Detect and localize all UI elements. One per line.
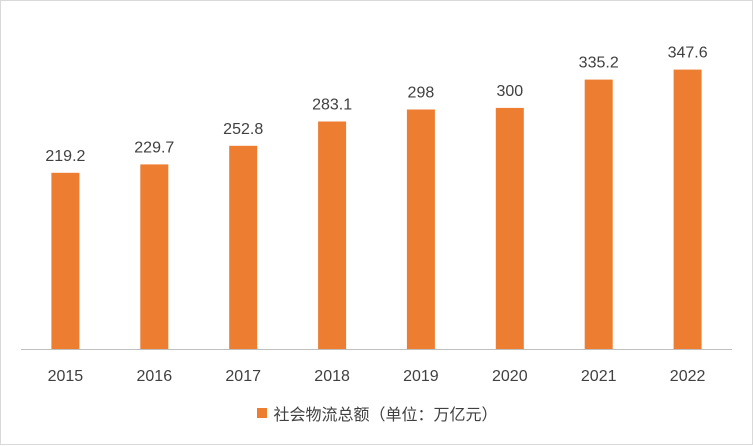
bar-2015 — [51, 172, 80, 349]
x-tick-label-2018: 2018 — [314, 368, 350, 385]
value-label-2020: 300 — [496, 83, 523, 100]
bars-group — [51, 69, 702, 350]
legend-swatch — [257, 408, 268, 418]
x-tick-label-2017: 2017 — [225, 368, 261, 385]
legend: 社会物流总额（单位：万亿元） — [1, 401, 753, 425]
bar-2022 — [673, 69, 702, 349]
value-label-2015: 219.2 — [45, 148, 85, 165]
x-tick-label-2019: 2019 — [403, 368, 439, 385]
x-tick-label-2016: 2016 — [137, 368, 173, 385]
bar-2021 — [584, 79, 613, 349]
x-tick-label-2020: 2020 — [492, 368, 528, 385]
bar-2018 — [318, 121, 347, 349]
value-label-2017: 252.8 — [223, 121, 263, 138]
value-label-2021: 335.2 — [579, 55, 619, 72]
bar-2019 — [406, 109, 435, 349]
x-tick-labels-group: 2015 2016 2017 2018 2019 2020 2021 2022 — [48, 368, 706, 385]
value-label-2018: 283.1 — [312, 97, 352, 114]
value-label-2016: 229.7 — [134, 139, 174, 156]
value-labels-group: 219.2 229.7 252.8 283.1 298 300 335.2 347.6 — [45, 45, 707, 165]
x-tick-label-2021: 2021 — [581, 368, 617, 385]
x-tick-label-2022: 2022 — [670, 368, 706, 385]
bar-2017 — [229, 145, 258, 349]
x-tick-label-2015: 2015 — [48, 368, 84, 385]
legend-label: 社会物流总额（单位：万亿元） — [273, 405, 498, 424]
value-label-2019: 298 — [408, 85, 435, 102]
bar-2016 — [140, 164, 169, 349]
bar-2020 — [495, 107, 524, 350]
value-label-2022: 347.6 — [668, 45, 708, 62]
